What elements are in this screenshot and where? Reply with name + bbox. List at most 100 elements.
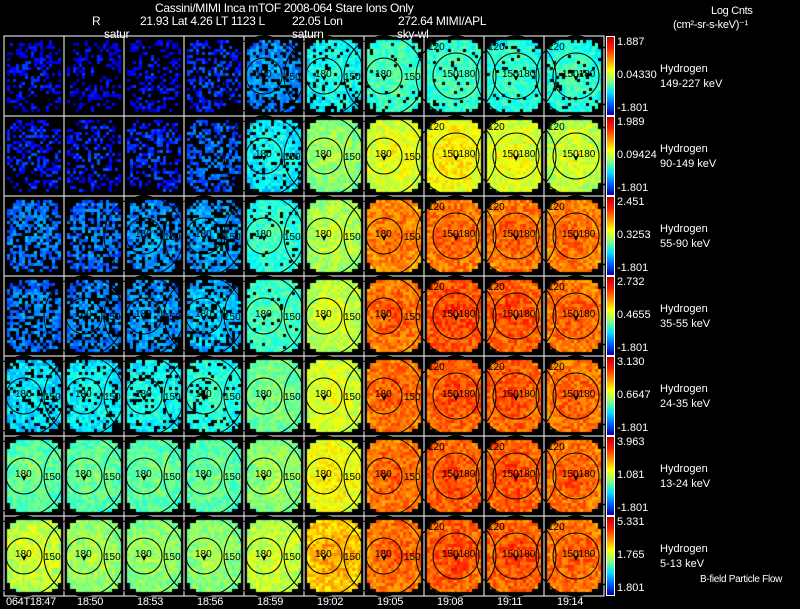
bfield-direction-icon (260, 73, 268, 81)
contour-label: 120 (428, 202, 445, 213)
contour-label: 180 (195, 309, 212, 320)
panel-border (123, 115, 185, 197)
contour-label: 120 (428, 522, 445, 533)
contour-inner (125, 217, 163, 255)
contour-label: 150 (344, 312, 361, 323)
bfield-direction-icon (80, 313, 88, 321)
contour-label: 120 (488, 442, 505, 453)
bfield-direction-icon (200, 473, 208, 481)
contour-label: 180 (195, 389, 212, 400)
contour-inner (125, 457, 163, 495)
contour-inner (245, 137, 283, 175)
bfield-direction-icon (140, 393, 148, 401)
time-tick-label: 18:53 (137, 596, 164, 608)
contour-label: 120 (488, 282, 505, 293)
colorbar (606, 356, 615, 436)
bfield-direction-icon (512, 553, 520, 561)
marker-saturn-1: satur (104, 27, 130, 41)
contour-inner (492, 372, 540, 420)
contour-inner (5, 377, 43, 415)
contour-inner (65, 377, 103, 415)
panel-border (3, 35, 65, 117)
time-tick-label: 19:08 (437, 596, 464, 608)
contour-label: 150 (164, 552, 181, 563)
contour-inner (185, 377, 223, 415)
contour-inner (492, 212, 540, 260)
contour-inner (305, 537, 343, 575)
colorbar-mid: 0.4655 (617, 309, 651, 321)
contour-inner (125, 537, 163, 575)
mission-label: 272.64 MIMI/APL (398, 14, 487, 28)
contour-inner (365, 377, 403, 415)
species-label: Hydrogen (660, 543, 708, 555)
bfield-direction-icon (80, 553, 88, 561)
bfield-direction-icon (320, 473, 328, 481)
bfield-direction-icon (200, 313, 208, 321)
contour-label: 120 (488, 42, 505, 53)
bfield-direction-icon (380, 73, 388, 81)
bfield-direction-icon (320, 73, 328, 81)
colorbar-mid: 1.765 (617, 549, 645, 561)
contour-label: 150180 (562, 469, 596, 480)
contour-label: 150 (224, 392, 241, 403)
energy-label: 149-227 keV (660, 78, 723, 90)
contour-inner (492, 532, 540, 580)
marker-sky: sky-wl (397, 27, 429, 41)
contour-label: 150 (344, 392, 361, 403)
contour-label: 180 (255, 69, 272, 80)
colorbar (606, 116, 615, 196)
contour-inner (552, 212, 600, 260)
contour-label: 180 (375, 389, 392, 400)
contour-label: 180 (315, 69, 332, 80)
contour-label: 150 (224, 232, 241, 243)
contour-label: 120 (548, 122, 565, 133)
colorbar-min: -1.801 (617, 502, 649, 514)
panel-border (3, 195, 65, 277)
contour-label: 150 (344, 472, 361, 483)
species-label: Hydrogen (660, 383, 708, 395)
contour-outer (535, 515, 617, 597)
panel-border (123, 35, 185, 117)
contour-label: 150180 (502, 69, 536, 80)
contour-label: 120 (548, 522, 565, 533)
contour-label: 150 (284, 72, 301, 83)
bfield-direction-icon (320, 393, 328, 401)
contour-label: 150 (404, 472, 421, 483)
bfield-direction-icon (140, 473, 148, 481)
contour-label: 150 (404, 232, 421, 243)
contour-label: 120 (488, 202, 505, 213)
colorbar-max: 5.331 (617, 516, 645, 528)
contour-label: 150 (104, 472, 121, 483)
contour-label: 180 (135, 469, 152, 480)
contour-inner (365, 137, 403, 175)
colorbar-mid: 1.081 (617, 469, 645, 481)
contour-label: 150180 (562, 229, 596, 240)
contour-label: 150 (344, 232, 361, 243)
contour-label: 150 (284, 232, 301, 243)
contour-inner (492, 292, 540, 340)
contour-label: 150180 (442, 229, 476, 240)
contour-inner (65, 297, 103, 335)
contour-label: 150180 (442, 149, 476, 160)
contour-label: 150180 (502, 309, 536, 320)
contour-inner (125, 377, 163, 415)
energy-label: 35-55 keV (660, 318, 711, 330)
contour-inner (365, 297, 403, 335)
contour-outer (475, 515, 557, 597)
contour-inner (5, 457, 43, 495)
contour-outer (415, 515, 497, 597)
bfield-direction-icon (200, 393, 208, 401)
bfield-direction-icon (140, 233, 148, 241)
contour-label: 120 (428, 122, 445, 133)
bfield-direction-icon (380, 313, 388, 321)
bfield-direction-icon (20, 473, 28, 481)
contour-inner (305, 297, 343, 335)
colorbar-max: 3.963 (617, 436, 645, 448)
contour-label: 180 (375, 149, 392, 160)
bfield-direction-icon (452, 473, 460, 481)
contour-inner (65, 457, 103, 495)
contour-label: 150 (404, 552, 421, 563)
contour-label: 150180 (442, 389, 476, 400)
bfield-direction-icon (452, 73, 460, 81)
contour-label: 150 (224, 472, 241, 483)
